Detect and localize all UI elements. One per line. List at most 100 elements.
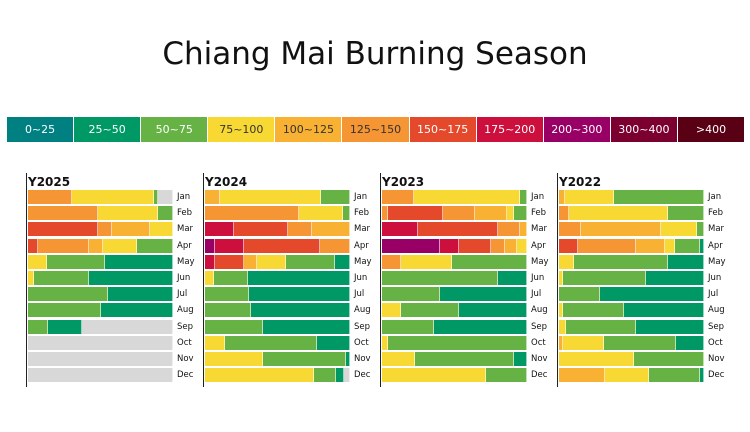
month-bar bbox=[205, 222, 350, 237]
bar-segment bbox=[440, 287, 527, 302]
bar-segment bbox=[103, 238, 137, 253]
bar-segment bbox=[263, 352, 346, 366]
bar-segment bbox=[634, 352, 704, 366]
bar-segment bbox=[559, 206, 570, 221]
bar-segment bbox=[158, 206, 173, 221]
month-tick-label: May bbox=[531, 256, 549, 267]
month-bar bbox=[205, 190, 350, 204]
bar-segment bbox=[248, 271, 350, 285]
bar-segment bbox=[624, 303, 704, 318]
bar-segment bbox=[28, 271, 34, 285]
year-label: Y2022 bbox=[559, 175, 602, 189]
bar-segment bbox=[382, 319, 435, 334]
year-panel: Y2024 Jan Feb Mar Apr May Jun Jul Aug Sep Oct Nov De… bbox=[203, 173, 378, 387]
bar-segment bbox=[319, 238, 350, 253]
month-bar bbox=[382, 238, 527, 253]
bar-segment bbox=[564, 190, 615, 204]
month-tick-label: Dec bbox=[354, 370, 371, 381]
month-tick-label: Jul bbox=[531, 289, 542, 300]
month-tick-label: Dec bbox=[177, 370, 194, 381]
bar-segment bbox=[440, 238, 459, 253]
bar-segment bbox=[382, 287, 440, 302]
bar-segment bbox=[664, 238, 675, 253]
bar-segment bbox=[149, 222, 173, 237]
bar-segment bbox=[248, 287, 350, 302]
bar-segment bbox=[107, 287, 173, 302]
month-tick-label: Jul bbox=[354, 289, 365, 300]
bar-segment bbox=[660, 222, 697, 237]
month-bar bbox=[382, 287, 527, 302]
bar-segment bbox=[28, 319, 49, 334]
bar-segment bbox=[205, 254, 216, 269]
bar-segment bbox=[563, 303, 625, 318]
bar-segment bbox=[234, 222, 288, 237]
bar-segment bbox=[28, 303, 101, 318]
month-tick-label: Feb bbox=[708, 208, 724, 219]
month-tick-label: Sep bbox=[708, 321, 725, 332]
bar-segment bbox=[387, 335, 527, 350]
bar-segment bbox=[158, 190, 173, 204]
bar-segment bbox=[112, 222, 150, 237]
bar-segment bbox=[635, 238, 665, 253]
month-bar bbox=[559, 335, 704, 350]
bar-segment bbox=[46, 254, 105, 269]
bar-segment bbox=[71, 190, 155, 204]
bar-segment bbox=[244, 238, 320, 253]
bar-segment bbox=[605, 368, 649, 383]
month-tick-label: Dec bbox=[531, 370, 548, 381]
month-bar bbox=[559, 254, 704, 269]
month-bar bbox=[28, 287, 173, 302]
bar-segment bbox=[674, 238, 700, 253]
bar-segment bbox=[513, 206, 527, 221]
year-panel: Y2023 Jan Feb Mar Apr May Jun Jul Aug Sep Oct Nov De… bbox=[380, 173, 555, 387]
month-tick-label: Feb bbox=[531, 208, 547, 219]
bar-segment bbox=[316, 335, 350, 350]
month-tick-label: Feb bbox=[177, 208, 193, 219]
bar-segment bbox=[382, 238, 440, 253]
month-tick-label: Aug bbox=[177, 305, 194, 316]
month-bar bbox=[382, 222, 527, 237]
month-tick-label: Jun bbox=[177, 273, 191, 283]
legend-item: >400 bbox=[677, 117, 745, 142]
panel-axis-line bbox=[203, 173, 204, 387]
month-bar bbox=[382, 190, 527, 204]
month-tick-label: Jul bbox=[177, 289, 188, 300]
bar-segment bbox=[505, 238, 517, 253]
bar-segment bbox=[699, 238, 704, 253]
month-tick-label: Nov bbox=[708, 354, 725, 364]
legend-item: 75~100 bbox=[208, 117, 276, 142]
month-tick-label: Feb bbox=[354, 208, 370, 219]
bar-segment bbox=[382, 254, 401, 269]
bar-segment bbox=[205, 319, 263, 334]
month-bar bbox=[382, 368, 527, 383]
bar-segment bbox=[603, 335, 677, 350]
month-bar bbox=[559, 190, 704, 204]
month-tick-label: Apr bbox=[708, 240, 723, 251]
month-tick-label: Mar bbox=[354, 224, 371, 235]
bar-segment bbox=[345, 352, 350, 366]
legend-item: 125~150 bbox=[342, 117, 410, 142]
legend-item: 175~200 bbox=[476, 117, 544, 142]
bar-segment bbox=[97, 222, 113, 237]
bar-segment bbox=[577, 238, 636, 253]
month-bar bbox=[28, 352, 173, 366]
bar-segment bbox=[215, 254, 245, 269]
bar-segment bbox=[458, 238, 491, 253]
bar-segment bbox=[382, 271, 498, 285]
bar-segment bbox=[442, 206, 475, 221]
bar-segment bbox=[219, 190, 321, 204]
year-label: Y2024 bbox=[205, 175, 248, 189]
month-bar bbox=[28, 238, 173, 253]
bar-segment bbox=[569, 206, 668, 221]
bar-segment bbox=[559, 287, 600, 302]
month-bar bbox=[28, 303, 173, 318]
bar-segment bbox=[263, 319, 350, 334]
month-bar bbox=[28, 335, 173, 350]
bar-segment bbox=[580, 222, 661, 237]
bar-segment bbox=[38, 238, 89, 253]
bar-segment bbox=[88, 238, 104, 253]
bar-segment bbox=[498, 222, 520, 237]
bar-segment bbox=[566, 319, 636, 334]
legend-item: 150~175 bbox=[409, 117, 477, 142]
